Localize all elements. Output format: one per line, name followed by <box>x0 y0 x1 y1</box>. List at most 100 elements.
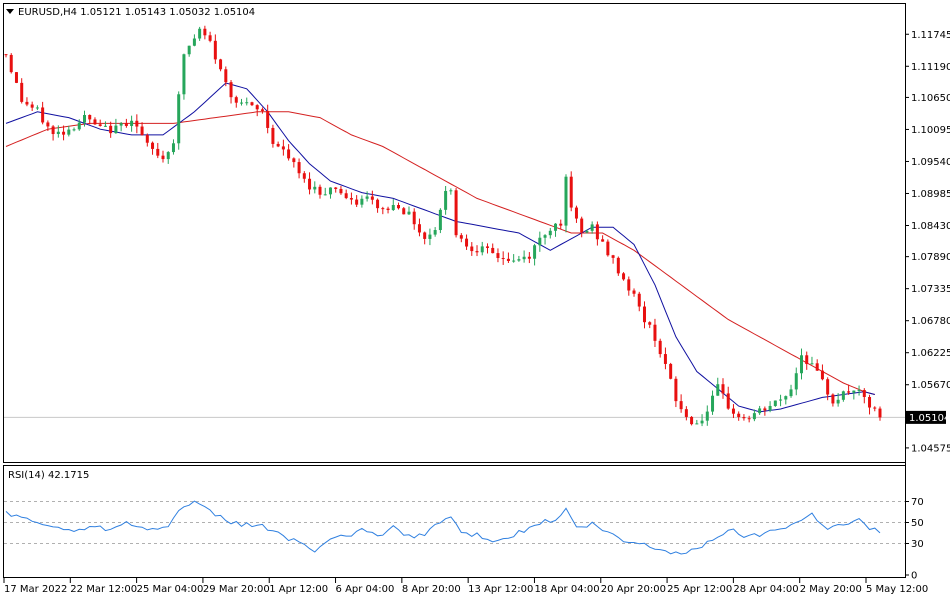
candle <box>522 250 526 263</box>
price-tick-label: 1.08430 <box>911 221 950 232</box>
candle <box>103 121 107 128</box>
candle <box>663 347 667 370</box>
candle <box>684 406 688 421</box>
candle <box>391 199 395 212</box>
candle <box>658 338 662 358</box>
candle <box>407 206 411 215</box>
candle <box>789 384 793 398</box>
candle <box>376 198 380 213</box>
candle <box>318 184 322 199</box>
time-tick-label: 13 Apr 12:00 <box>468 584 533 595</box>
price-tick-label: 1.10650 <box>911 93 950 104</box>
price-tick-label: 1.07335 <box>911 284 950 295</box>
candle <box>30 101 34 111</box>
price-tick-label: 1.09540 <box>911 157 950 168</box>
time-tick-label: 25 Mar 04:00 <box>137 584 204 595</box>
candle <box>334 187 338 193</box>
candle <box>564 174 568 233</box>
candle <box>815 359 819 372</box>
candle <box>386 206 390 214</box>
candle <box>517 255 521 262</box>
candle <box>360 195 364 208</box>
candle <box>438 208 442 234</box>
candle <box>114 118 118 134</box>
price-tick-label: 1.11190 <box>911 62 950 73</box>
time-tick-label: 20 Apr 20:00 <box>601 584 666 595</box>
candle <box>695 419 699 425</box>
candle <box>171 139 175 155</box>
candle <box>653 318 657 347</box>
candle <box>166 151 170 164</box>
time-tick-label: 2 May 20:00 <box>800 584 862 595</box>
candle <box>690 416 694 426</box>
price-tick-label: 1.07890 <box>911 252 950 263</box>
candle <box>648 321 652 329</box>
candle <box>752 409 756 422</box>
candle <box>590 221 594 234</box>
candle <box>151 141 155 155</box>
candle <box>177 91 181 150</box>
candle <box>533 243 537 266</box>
candle <box>841 390 845 402</box>
candle <box>417 218 421 237</box>
candle <box>622 272 626 281</box>
candle <box>4 54 8 58</box>
candle <box>679 394 683 413</box>
candle <box>355 195 359 208</box>
candle <box>852 390 856 400</box>
candle <box>198 26 202 41</box>
candle <box>93 117 97 125</box>
price-tick-label: 1.04575 <box>911 443 950 454</box>
price-tick-label: 1.11745 <box>911 30 950 41</box>
candle <box>737 411 741 421</box>
candle <box>145 133 149 147</box>
price-tick-label: 1.08985 <box>911 189 950 200</box>
candle <box>569 171 573 212</box>
candle <box>726 386 730 410</box>
candle <box>397 202 401 210</box>
candle <box>543 234 547 245</box>
time-tick-label: 25 Apr 12:00 <box>667 584 732 595</box>
candle <box>109 121 113 138</box>
candle <box>826 377 830 401</box>
candle <box>742 414 746 421</box>
candle <box>820 364 824 381</box>
symbol-header: EURUSD,H4 1.05121 1.05143 1.05032 1.0510… <box>18 7 255 18</box>
candle <box>72 127 76 132</box>
candle <box>402 207 406 215</box>
candle <box>632 288 636 297</box>
candle <box>77 119 81 131</box>
candle <box>35 105 39 111</box>
candle <box>554 223 558 237</box>
candle <box>538 231 542 252</box>
candle <box>700 414 704 427</box>
candle <box>119 121 123 132</box>
candle <box>758 405 762 415</box>
candle <box>255 104 259 117</box>
candle <box>580 216 584 238</box>
candle <box>559 219 563 230</box>
time-tick-label: 1 Apr 12:00 <box>269 584 328 595</box>
candle <box>20 78 24 104</box>
candle <box>88 114 92 125</box>
candle <box>449 188 453 195</box>
rsi-tick-label: 30 <box>911 539 924 550</box>
candle <box>344 189 348 200</box>
candle <box>674 376 678 408</box>
candle <box>370 190 374 205</box>
candle <box>485 243 489 254</box>
rsi-tick-label: 50 <box>911 518 924 529</box>
candle <box>266 104 270 134</box>
candle <box>323 187 327 196</box>
candle <box>365 191 369 202</box>
candle <box>465 234 469 250</box>
candle <box>810 356 814 365</box>
candle <box>444 185 448 215</box>
candle <box>606 239 610 257</box>
candle <box>161 150 165 163</box>
collapse-triangle-icon[interactable] <box>6 9 14 14</box>
current-price-badge <box>906 410 946 424</box>
candle <box>46 120 50 132</box>
